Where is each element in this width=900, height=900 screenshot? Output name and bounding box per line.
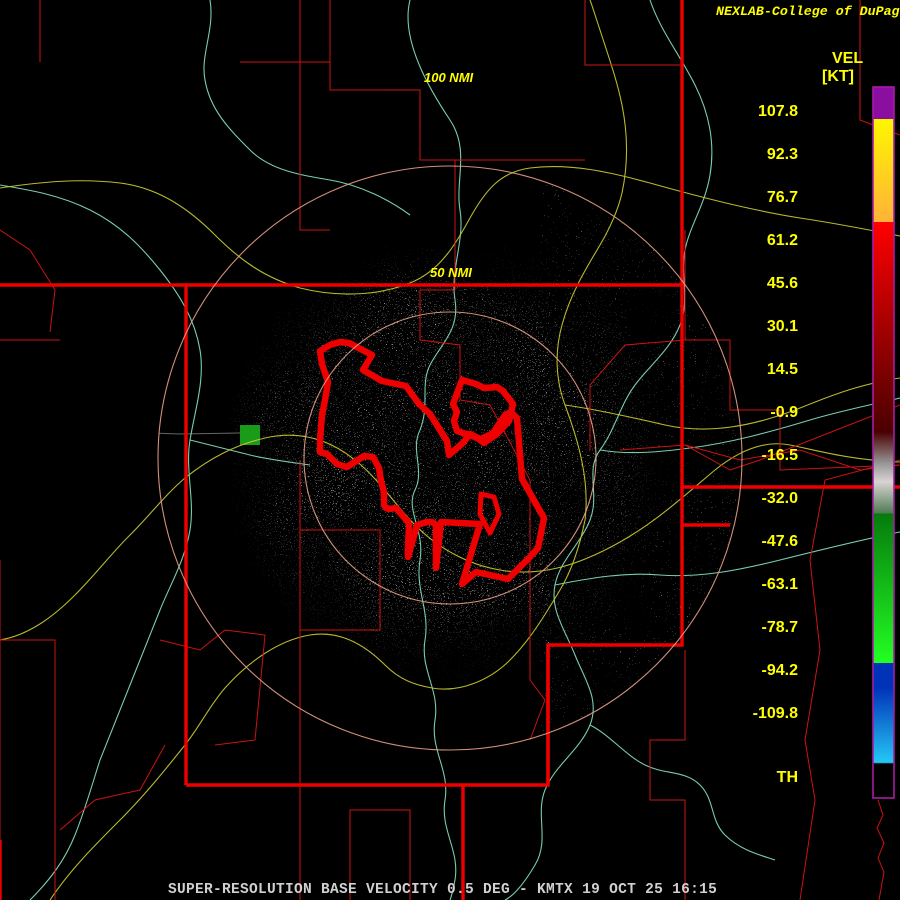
svg-text:-16.5: -16.5	[762, 447, 799, 464]
svg-text:30.1: 30.1	[767, 318, 798, 335]
svg-text:-47.6: -47.6	[762, 533, 799, 550]
svg-text:-109.8: -109.8	[753, 705, 798, 722]
svg-text:76.7: 76.7	[767, 189, 798, 206]
svg-text:-32.0: -32.0	[762, 490, 799, 507]
svg-text:92.3: 92.3	[767, 146, 798, 163]
svg-text:107.8: 107.8	[758, 103, 798, 120]
svg-text:45.6: 45.6	[767, 275, 798, 292]
svg-text:TH: TH	[777, 769, 798, 786]
svg-text:NEXLAB-College of DuPage R: NEXLAB-College of DuPage R	[716, 4, 900, 19]
svg-text:100 NMI: 100 NMI	[424, 70, 474, 85]
svg-text:-63.1: -63.1	[762, 576, 799, 593]
svg-text:VEL: VEL	[832, 50, 863, 67]
svg-text:-94.2: -94.2	[762, 662, 799, 679]
svg-text:SUPER-RESOLUTION BASE VELOCITY: SUPER-RESOLUTION BASE VELOCITY 0.5 DEG -…	[168, 882, 717, 898]
svg-text:14.5: 14.5	[767, 361, 798, 378]
svg-text:50 NMI: 50 NMI	[430, 265, 472, 280]
svg-text:[KT]: [KT]	[822, 68, 854, 85]
svg-text:-78.7: -78.7	[762, 619, 799, 636]
svg-text:-0.9: -0.9	[770, 404, 798, 421]
svg-text:61.2: 61.2	[767, 232, 798, 249]
